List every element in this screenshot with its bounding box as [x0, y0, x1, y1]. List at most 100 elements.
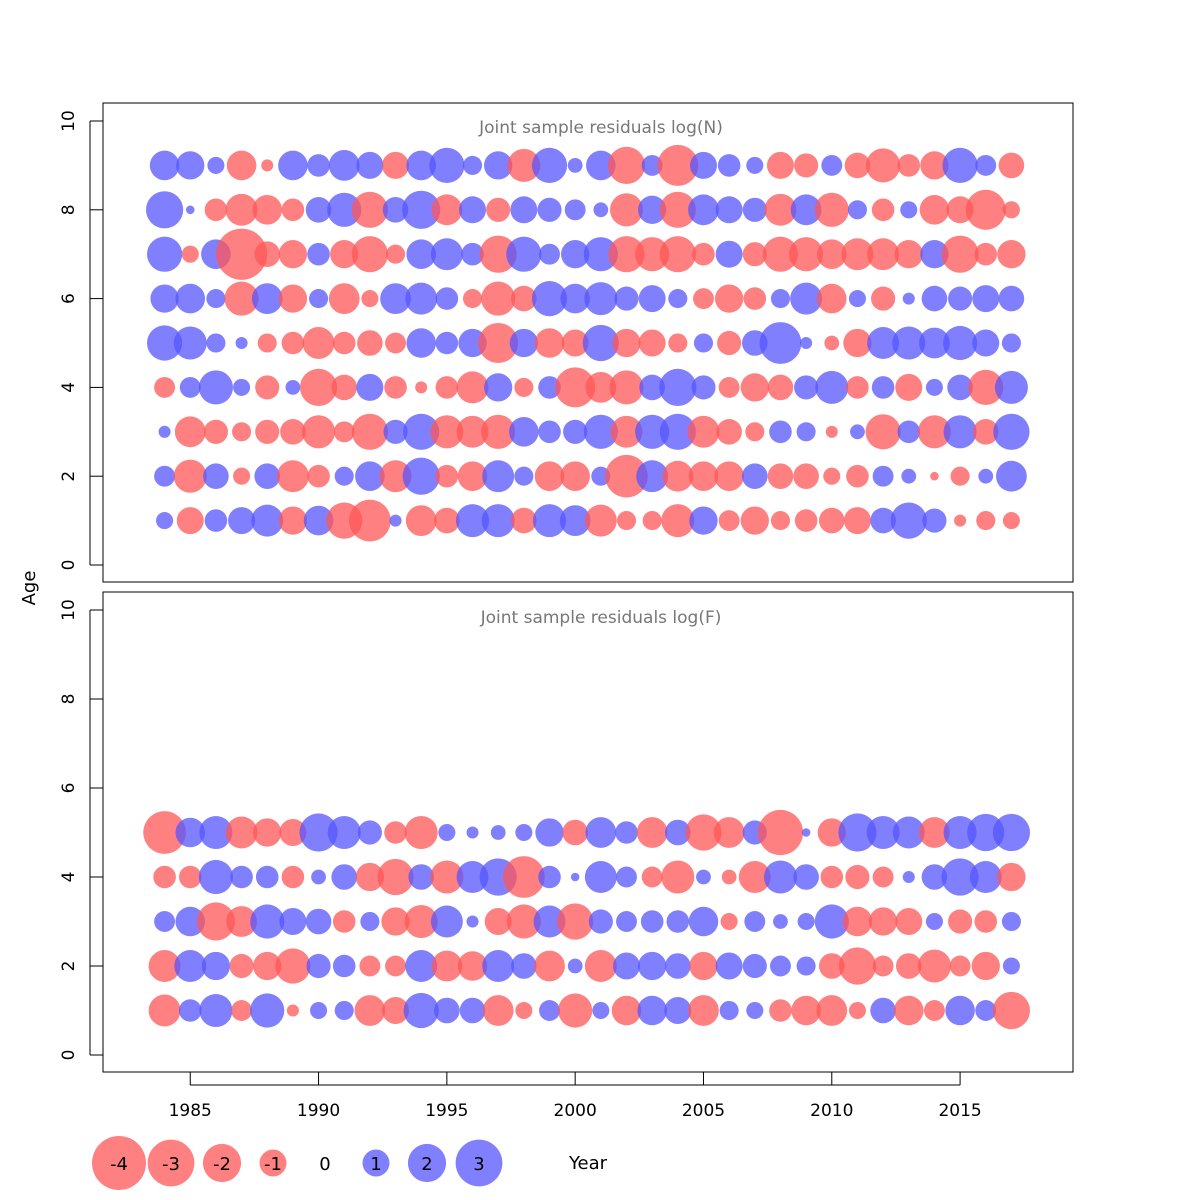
residual-bubble: [484, 908, 512, 935]
residual-bubble: [478, 322, 519, 364]
residual-bubble: [359, 955, 381, 977]
residual-bubble: [538, 865, 561, 889]
residual-bubble: [430, 860, 464, 894]
residual-bubble: [816, 239, 847, 269]
residual-bubble: [744, 911, 766, 932]
y-tick-label: 2: [59, 471, 79, 482]
residual-bubble: [383, 419, 408, 444]
residual-bubble: [354, 995, 386, 1026]
residual-bubble: [356, 151, 384, 179]
residual-bubble: [199, 993, 233, 1028]
residual-bubble: [389, 514, 402, 527]
residual-bubble: [715, 952, 743, 980]
residual-bubble: [148, 994, 181, 1027]
residual-bubble: [688, 995, 719, 1026]
residual-bubble: [402, 190, 441, 229]
residual-bubble: [945, 995, 975, 1026]
residual-bubble: [871, 376, 895, 399]
residual-bubble: [303, 505, 334, 536]
residual-bubble: [406, 328, 436, 358]
residual-bubble: [278, 506, 308, 535]
residual-bubble: [456, 371, 489, 404]
residual-bubble: [482, 460, 515, 493]
residual-bubble: [639, 374, 665, 401]
y-tick-label: 10: [59, 599, 79, 621]
residual-bubble: [148, 950, 181, 982]
residual-bubble: [996, 460, 1027, 492]
residual-bubble: [466, 826, 479, 839]
residual-bubble: [305, 196, 332, 223]
residual-bubble: [327, 192, 362, 227]
residual-bubble: [310, 1001, 328, 1020]
residual-bubble: [176, 151, 205, 180]
residual-bubble: [693, 333, 714, 353]
residual-bubble: [592, 1001, 610, 1020]
residual-bubble: [608, 236, 645, 273]
residual-bubble: [925, 912, 943, 931]
residual-bubble: [176, 507, 204, 535]
residual-bubble: [718, 376, 740, 398]
residual-bubble: [332, 910, 356, 933]
residual-bubble: [844, 152, 871, 179]
residual-bubble: [871, 286, 896, 311]
residual-bubble: [591, 466, 611, 486]
residual-bubble: [509, 417, 539, 447]
residual-bubble: [430, 238, 463, 271]
residual-bubble: [514, 466, 534, 486]
residual-bubble: [198, 859, 233, 895]
residual-bubble: [642, 511, 662, 531]
residual-bubble: [745, 422, 765, 442]
residual-bubble: [657, 144, 699, 186]
residual-bubble: [950, 466, 970, 486]
residual-bubble: [919, 327, 950, 359]
residual-bubble: [384, 376, 407, 399]
residual-bubble: [382, 196, 409, 223]
residual-bubble: [794, 153, 819, 178]
residual-bubble: [563, 419, 588, 444]
residual-bubble: [559, 505, 591, 536]
residual-bubble: [406, 239, 436, 269]
residual-bubble: [461, 242, 484, 266]
legend-bubble: [92, 1136, 146, 1190]
residual-bubble: [402, 457, 440, 495]
residual-bubble: [1001, 911, 1021, 932]
y-tick-label: 6: [59, 293, 79, 304]
residual-bubble: [261, 159, 274, 172]
residual-bubble: [355, 862, 385, 892]
residual-bubble: [306, 953, 331, 979]
residual-bubble: [946, 196, 974, 224]
residual-bubble: [586, 150, 616, 181]
legend-label: -2: [213, 1154, 231, 1175]
x-tick-label: 2015: [938, 1101, 981, 1121]
residual-bubble: [178, 865, 202, 889]
size-legend: -4 -3 -2 -1 0 1 2 3: [92, 1136, 503, 1190]
residual-bubble: [972, 285, 1000, 313]
residual-bubble: [921, 285, 948, 312]
residual-bubble: [251, 283, 283, 314]
residual-bubble: [515, 1001, 533, 1020]
residual-bubble: [972, 329, 1000, 357]
residual-bubble: [612, 952, 640, 980]
residual-bubble: [514, 377, 534, 397]
x-tick-label: 1990: [297, 1101, 340, 1121]
residual-bubble: [281, 331, 305, 355]
residual-bubble: [769, 999, 792, 1022]
residual-bubble: [560, 283, 590, 314]
residual-bubble: [922, 508, 947, 533]
residual-bubble: [902, 870, 915, 884]
residual-bubble: [331, 374, 358, 401]
residual-bubble: [843, 328, 872, 358]
residual-bubble: [405, 282, 438, 315]
residual-bubble: [659, 236, 696, 273]
residual-bubble: [609, 370, 644, 405]
residual-bubble: [455, 504, 490, 538]
residual-bubble: [605, 454, 648, 498]
residual-bubble: [588, 909, 613, 934]
residual-bubble: [380, 283, 411, 314]
residual-bubble: [532, 504, 567, 538]
residual-bubble: [762, 236, 799, 272]
residual-bubble: [357, 820, 382, 845]
legend-label: 0: [319, 1154, 330, 1175]
residual-bubble: [281, 198, 305, 222]
residual-bubble: [506, 236, 542, 272]
